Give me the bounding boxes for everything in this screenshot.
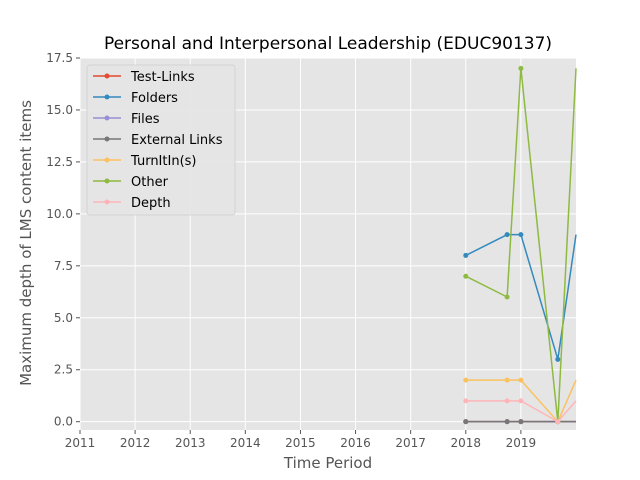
legend-item: Files: [93, 112, 160, 127]
legend-label: Folders: [131, 91, 178, 106]
y-axis-ticks: 0.0 2.5 5.0 7.5 10.0 12.5 15.0 17.5: [46, 51, 80, 429]
legend-label: External Links: [131, 133, 223, 148]
legend-label: Files: [131, 112, 160, 127]
data-point-folders: [555, 356, 561, 362]
x-tick-label: 2015: [285, 436, 316, 450]
x-tick-label: 2012: [120, 436, 151, 450]
x-tick-label: 2019: [506, 436, 537, 450]
legend-label: Depth: [131, 196, 171, 211]
x-tick-label: 2014: [230, 436, 261, 450]
y-tick-label: 7.5: [54, 259, 73, 273]
series-external-links: [463, 419, 576, 425]
data-point-turnitin-s: [463, 377, 469, 383]
data-point-depth: [555, 419, 561, 425]
y-tick-label: 10.0: [46, 207, 73, 221]
data-point-depth: [518, 398, 524, 404]
data-point-other: [504, 294, 510, 300]
data-point-external-links: [463, 419, 469, 425]
data-point-other: [463, 273, 469, 279]
legend-item: Test-Links: [93, 70, 195, 85]
y-tick-label: 2.5: [54, 363, 73, 377]
legend-box: [86, 64, 236, 216]
y-axis-label: Maximum depth of LMS content items: [17, 100, 35, 386]
data-point-external-links: [504, 419, 510, 425]
data-point-folders: [518, 232, 524, 238]
y-tick-label: 12.5: [46, 155, 73, 169]
legend-item: Other: [93, 175, 169, 190]
chart-title: Personal and Interpersonal Leadership (E…: [104, 34, 552, 54]
legend-marker: [104, 73, 110, 79]
data-point-other: [518, 65, 524, 71]
data-point-depth: [463, 398, 469, 404]
x-tick-label: 2017: [395, 436, 426, 450]
legend-item: Depth: [93, 196, 171, 211]
series-lines: [463, 65, 577, 425]
data-point-folders: [463, 252, 469, 258]
data-point-turnitin-s: [504, 377, 510, 383]
legend-label: Other: [131, 175, 169, 190]
y-tick-label: 17.5: [46, 51, 73, 65]
y-tick-label: 5.0: [54, 311, 73, 325]
legend-label: TurnItIn(s): [130, 154, 196, 169]
series-depth: [463, 398, 577, 425]
x-tick-label: 2013: [175, 436, 206, 450]
legend-item: TurnItIn(s): [93, 154, 196, 169]
legend-marker: [104, 136, 110, 142]
legend-marker: [104, 199, 110, 205]
legend: Test-Links Folders Files External Links Turn…: [86, 64, 236, 216]
legend-item: External Links: [93, 133, 223, 148]
x-tick-label: 2011: [65, 436, 96, 450]
data-point-external-links: [518, 419, 524, 425]
data-point-depth: [504, 398, 510, 404]
y-tick-label: 0.0: [54, 415, 73, 429]
legend-marker: [104, 178, 110, 184]
data-point-turnitin-s: [518, 377, 524, 383]
x-tick-label: 2018: [451, 436, 482, 450]
legend-marker: [104, 115, 110, 121]
x-axis-ticks: 2011 2012 2013 2014 2015 2016 2017 2018 2019: [65, 430, 536, 450]
legend-item: Folders: [93, 91, 178, 106]
x-tick-label: 2016: [340, 436, 371, 450]
data-point-folders: [504, 232, 510, 238]
legend-marker: [104, 157, 110, 163]
y-tick-label: 15.0: [46, 103, 73, 117]
legend-label: Test-Links: [130, 70, 195, 85]
legend-marker: [104, 94, 110, 100]
x-axis-label: Time Period: [283, 454, 372, 472]
